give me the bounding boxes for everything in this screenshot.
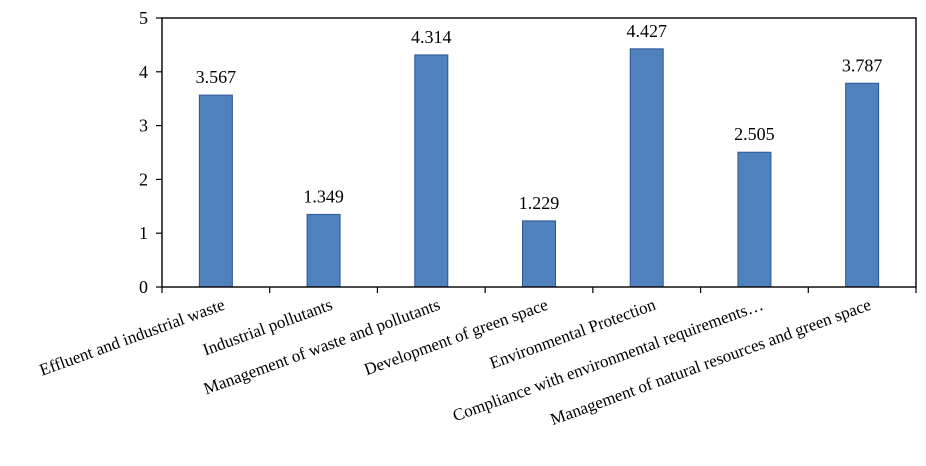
category-label-4: Development of green space <box>362 295 551 379</box>
bar-6 <box>737 151 772 288</box>
axes-layer <box>156 17 917 293</box>
category-label-1: Effluent and industrial waste <box>37 295 227 380</box>
y-tick-label-2: 2 <box>139 169 148 189</box>
bar-4 <box>522 220 556 288</box>
y-tick-label-3: 3 <box>139 116 148 136</box>
bar-2 <box>306 213 341 288</box>
bars-layer <box>198 48 880 288</box>
data-label-6: 2.505 <box>734 124 775 144</box>
plot-frame <box>161 17 917 288</box>
y-tick-label-0: 0 <box>139 277 148 297</box>
y-tick-label-1: 1 <box>139 223 148 243</box>
bar-3 <box>414 54 449 288</box>
bar-7 <box>845 82 880 288</box>
data-label-3: 4.314 <box>411 27 452 47</box>
data-label-4: 1.229 <box>519 193 560 213</box>
y-tick-label-5: 5 <box>139 8 148 28</box>
data-label-2: 1.349 <box>303 186 344 206</box>
data-label-5: 4.427 <box>626 21 667 41</box>
data-label-7: 3.787 <box>842 55 883 75</box>
bar-5 <box>629 48 664 288</box>
data-label-1: 3.567 <box>196 67 237 87</box>
y-tick-label-4: 4 <box>139 62 148 82</box>
bar-1 <box>198 94 233 288</box>
